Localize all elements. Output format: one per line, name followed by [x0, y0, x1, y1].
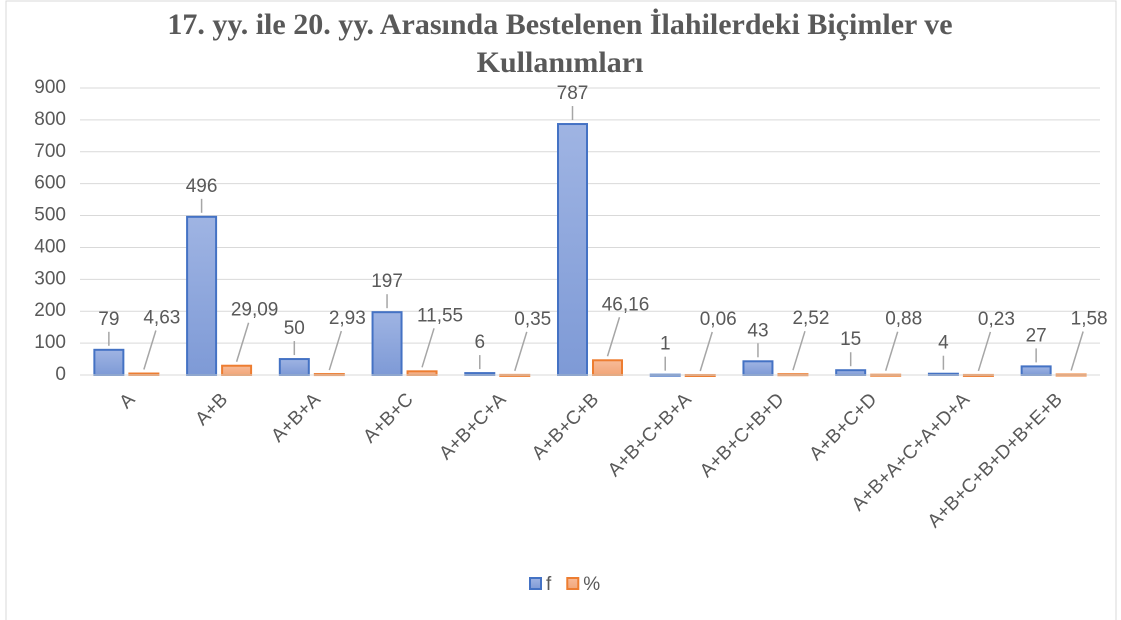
bar: [278, 358, 310, 376]
data-label: 15: [840, 329, 861, 350]
leader-line: [699, 331, 713, 372]
leader-line: [421, 328, 435, 368]
leader-line: [235, 322, 250, 362]
legend-swatch: [566, 577, 580, 590]
data-label: 0,35: [514, 309, 551, 330]
data-label: 2,52: [792, 308, 829, 329]
legend-label: %: [583, 574, 600, 595]
x-tick-label: A: [116, 389, 140, 413]
data-label: 29,09: [231, 300, 279, 321]
data-label: 496: [186, 176, 218, 197]
data-label: 787: [557, 83, 589, 104]
y-tick-label: 700: [34, 141, 66, 162]
data-label: 0,06: [700, 309, 737, 330]
y-tick-label: 900: [34, 77, 66, 98]
data-label: 197: [371, 271, 403, 292]
data-label: 50: [284, 318, 305, 339]
y-tick-label: 0: [55, 364, 66, 385]
y-tick-label: 300: [34, 268, 66, 289]
data-label: 1: [660, 334, 671, 355]
bar: [592, 359, 623, 377]
data-label: 4,63: [143, 308, 180, 329]
bar: [186, 215, 218, 376]
x-tick-label: A+B+C+A: [435, 389, 510, 464]
y-tick-label: 600: [34, 173, 66, 194]
x-tick-label: A+B+C+B+D: [696, 389, 789, 482]
y-tick-label: 500: [34, 205, 66, 226]
bar: [1020, 365, 1052, 377]
x-tick-label: A+B+C+B+A: [604, 389, 696, 481]
bar: [742, 360, 774, 377]
y-tick-label: 200: [34, 300, 66, 321]
x-tick-label: A+B+C: [359, 389, 417, 447]
x-tick-label: A+B+C+B: [528, 389, 603, 464]
data-label: 0,88: [885, 309, 922, 330]
y-tick-label: 800: [34, 109, 66, 130]
chart-title: 17. yy. ile 20. yy. Arasında Bestelenen …: [167, 8, 953, 79]
data-label: 43: [747, 320, 768, 341]
bar: [406, 370, 438, 376]
data-label: 1,58: [1071, 309, 1108, 330]
data-label: 2,93: [329, 308, 366, 329]
bar: [557, 123, 588, 377]
bar: [93, 348, 125, 376]
data-label: 27: [1026, 325, 1047, 346]
leader-line: [606, 317, 621, 357]
legend-label: f: [546, 574, 552, 595]
data-label: 79: [98, 309, 119, 330]
leader-line: [977, 331, 992, 372]
bar: [371, 311, 403, 377]
bar: [835, 369, 867, 377]
leader-line: [143, 330, 157, 370]
chart-frame: [5, 0, 1117, 620]
legend-swatch: [529, 577, 542, 590]
x-tick-label: A+B+A: [267, 389, 325, 447]
leader-line: [792, 330, 806, 371]
leader-line: [884, 331, 899, 371]
x-tick-label: A+B: [192, 389, 233, 430]
y-tick-label: 400: [34, 236, 66, 257]
data-label: 6: [474, 332, 485, 353]
data-label: 4: [938, 333, 949, 354]
data-label: 11,55: [417, 305, 463, 326]
leader-line: [1070, 331, 1084, 371]
x-tick-label: A+B+C+D: [806, 389, 882, 465]
bar: [221, 364, 253, 376]
y-tick-label: 100: [34, 332, 66, 353]
leader-line: [328, 330, 343, 371]
leader-line: [514, 331, 528, 372]
data-label: 0,23: [978, 309, 1015, 330]
data-label: 46,16: [602, 294, 650, 315]
